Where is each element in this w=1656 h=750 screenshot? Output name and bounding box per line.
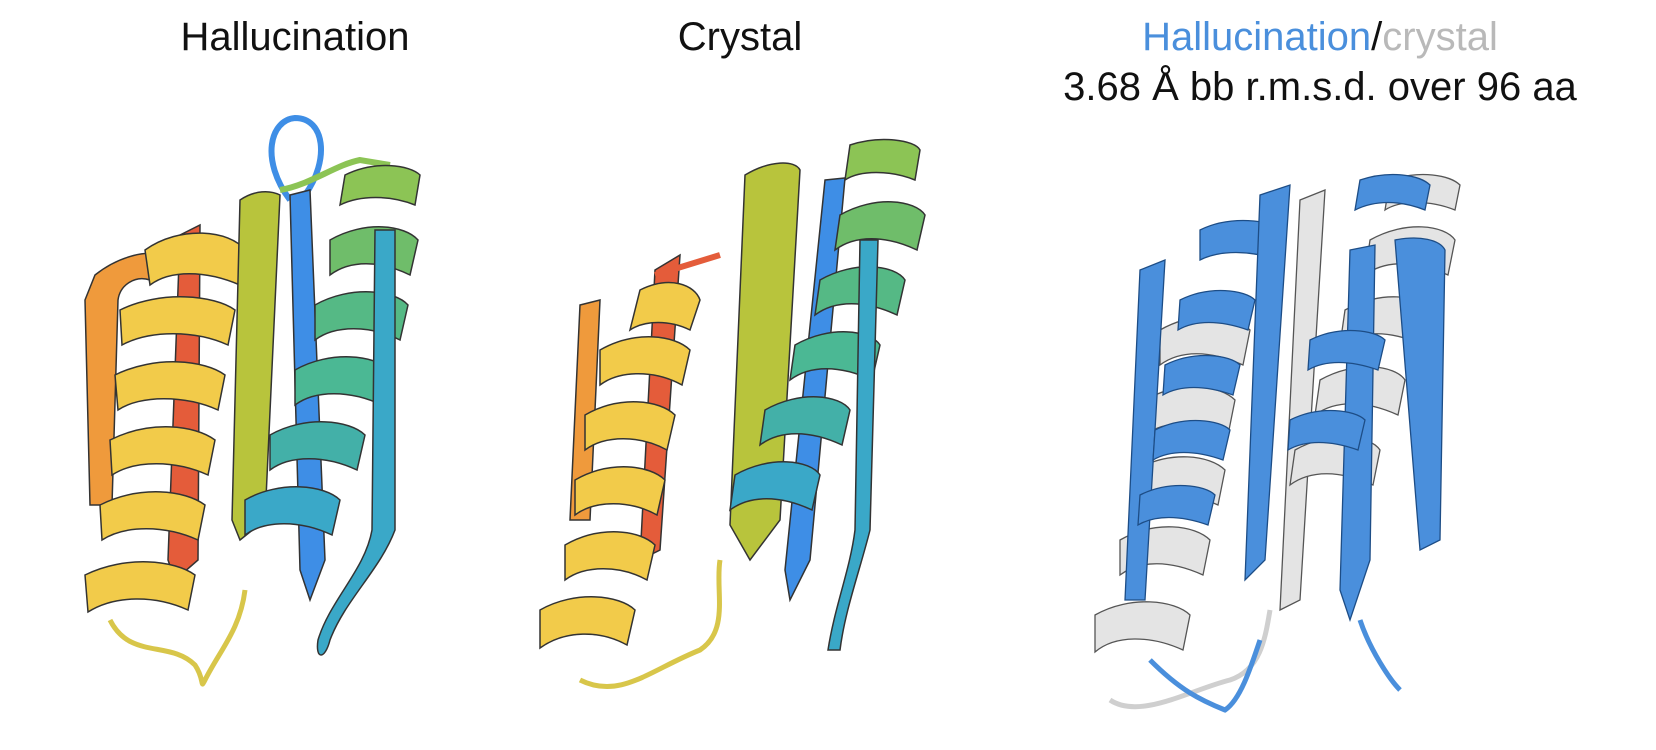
crystal-cyan-strand	[827, 239, 879, 651]
crystal-lime-strand	[729, 162, 801, 562]
crystal-orange-strand	[569, 299, 601, 521]
overlay-title-separator: /	[1371, 15, 1383, 59]
hallucination-lime-strand	[231, 190, 281, 542]
hallucination-yellow-helix	[84, 232, 246, 614]
hallucination-bottom-loop	[107, 589, 248, 687]
hallucination-green-loop	[279, 156, 391, 193]
hallucination-title: Hallucination	[180, 15, 410, 59]
crystal-yellow-helix	[539, 281, 701, 650]
crystal-red-tail	[654, 252, 721, 278]
hallucination-structure	[84, 114, 421, 687]
overlay-structure	[1094, 173, 1461, 713]
rmsd-subtitle: 3.68 Å bb r.m.s.d. over 96 aa	[1063, 65, 1577, 109]
overlay-title: Hallucination/crystal 3.68 Å bb r.m.s.d.…	[1000, 14, 1640, 110]
overlay-title-crystal: crystal	[1382, 15, 1498, 59]
crystal-bottom-loop	[578, 559, 723, 690]
overlay-hallucination-tail	[1357, 619, 1402, 692]
overlay-hallucination-loop	[1148, 639, 1263, 713]
overlay-crystal-loop	[1108, 609, 1273, 710]
crystal-structure	[539, 138, 926, 690]
crystal-title: Crystal	[677, 15, 803, 59]
hallucination-cyan-strand	[316, 229, 396, 656]
overlay-title-hallucination: Hallucination	[1142, 15, 1372, 59]
overlay-hallucination-chain	[1124, 173, 1446, 623]
hallucination-top-loop	[268, 114, 324, 202]
crystal-teal-helix	[729, 138, 926, 512]
